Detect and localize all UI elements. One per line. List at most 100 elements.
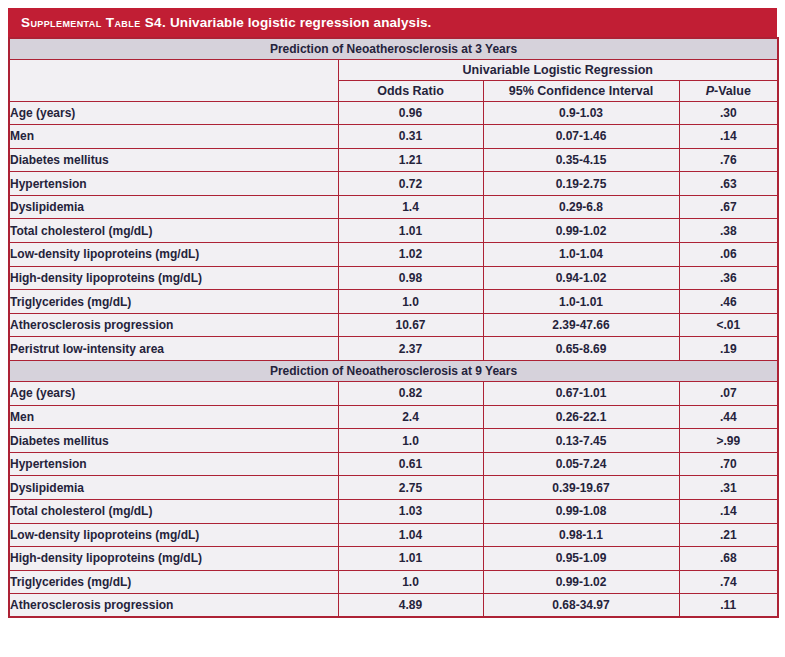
column-header-p-value: P-Value: [679, 80, 778, 101]
table-row: Hypertension0.720.19-2.75.63: [9, 172, 778, 196]
cell-label: Age (years): [9, 101, 338, 125]
cell-odds-ratio: 1.01: [338, 547, 483, 571]
cell-label: Triglycerides (mg/dL): [9, 570, 338, 594]
cell-ci: 1.0-1.01: [483, 290, 679, 314]
cell-ci: 0.65-8.69: [483, 337, 679, 361]
cell-odds-ratio: 1.01: [338, 219, 483, 243]
cell-p-value: .63: [679, 172, 778, 196]
cell-p-value: .70: [679, 452, 778, 476]
cell-ci: 0.35-4.15: [483, 148, 679, 172]
cell-p-value: .30: [679, 101, 778, 125]
column-header-confidence-interval: 95% Confidence Interval: [483, 80, 679, 101]
cell-odds-ratio: 0.82: [338, 382, 483, 406]
corner-cell: [9, 59, 338, 101]
cell-odds-ratio: 0.72: [338, 172, 483, 196]
table-row: Low-density lipoproteins (mg/dL)1.040.98…: [9, 523, 778, 547]
table-row: Age (years)0.820.67-1.01.07: [9, 382, 778, 406]
cell-odds-ratio: 1.0: [338, 570, 483, 594]
cell-p-value: .21: [679, 523, 778, 547]
cell-label: Atherosclerosis progression: [9, 594, 338, 618]
cell-label: Low-density lipoproteins (mg/dL): [9, 523, 338, 547]
cell-label: High-density lipoproteins (mg/dL): [9, 547, 338, 571]
cell-odds-ratio: 2.37: [338, 337, 483, 361]
cell-ci: 0.99-1.02: [483, 219, 679, 243]
cell-odds-ratio: 1.0: [338, 290, 483, 314]
cell-odds-ratio: 1.03: [338, 500, 483, 524]
table-row: Diabetes mellitus1.210.35-4.15.76: [9, 148, 778, 172]
cell-label: Dyslipidemia: [9, 195, 338, 219]
table-title-text: Univariable logistic regression analysis…: [166, 15, 431, 30]
table-row: Peristrut low-intensity area2.370.65-8.6…: [9, 337, 778, 361]
table-row: Dyslipidemia2.750.39-19.67.31: [9, 476, 778, 500]
cell-ci: 0.99-1.08: [483, 500, 679, 524]
cell-label: Men: [9, 405, 338, 429]
cell-odds-ratio: 0.96: [338, 101, 483, 125]
cell-odds-ratio: 1.0: [338, 429, 483, 453]
cell-label: Triglycerides (mg/dL): [9, 290, 338, 314]
cell-label: Diabetes mellitus: [9, 429, 338, 453]
table-row: Diabetes mellitus1.00.13-7.45>.99: [9, 429, 778, 453]
cell-odds-ratio: 1.21: [338, 148, 483, 172]
cell-p-value: .46: [679, 290, 778, 314]
table-row: Low-density lipoproteins (mg/dL)1.021.0-…: [9, 243, 778, 267]
cell-p-value: >.99: [679, 429, 778, 453]
page: Supplemental Table S4. Univariable logis…: [0, 0, 785, 657]
cell-ci: 0.07-1.46: [483, 125, 679, 149]
cell-p-value: .68: [679, 547, 778, 571]
cell-label: Hypertension: [9, 452, 338, 476]
cell-odds-ratio: 0.61: [338, 452, 483, 476]
table-row: Atherosclerosis progression4.890.68-34.9…: [9, 594, 778, 618]
section-2-heading-row: Prediction of Neoatherosclerosis at 9 Ye…: [9, 361, 778, 382]
cell-p-value: <.01: [679, 313, 778, 337]
cell-label: Peristrut low-intensity area: [9, 337, 338, 361]
cell-p-value: .19: [679, 337, 778, 361]
cell-p-value: .14: [679, 125, 778, 149]
cell-ci: 0.26-22.1: [483, 405, 679, 429]
section-2-rows: Age (years)0.820.67-1.01.07Men2.40.26-22…: [9, 382, 778, 618]
table-row: Atherosclerosis progression10.672.39-47.…: [9, 313, 778, 337]
cell-ci: 0.98-1.1: [483, 523, 679, 547]
cell-ci: 0.19-2.75: [483, 172, 679, 196]
cell-p-value: .06: [679, 243, 778, 267]
cell-label: Dyslipidemia: [9, 476, 338, 500]
section-1-header-group: Prediction of Neoatherosclerosis at 3 Ye…: [9, 38, 778, 101]
cell-ci: 0.39-19.67: [483, 476, 679, 500]
cell-p-value: .31: [679, 476, 778, 500]
cell-label: High-density lipoproteins (mg/dL): [9, 266, 338, 290]
cell-p-value: .44: [679, 405, 778, 429]
column-header-odds-ratio: Odds Ratio: [338, 80, 483, 101]
cell-ci: 2.39-47.66: [483, 313, 679, 337]
table-row: Triglycerides (mg/dL)1.00.99-1.02.74: [9, 570, 778, 594]
cell-odds-ratio: 1.4: [338, 195, 483, 219]
cell-ci: 0.13-7.45: [483, 429, 679, 453]
table-row: High-density lipoproteins (mg/dL)1.010.9…: [9, 547, 778, 571]
section-1-rows: Age (years)0.960.9-1.03.30Men0.310.07-1.…: [9, 101, 778, 361]
cell-p-value: .38: [679, 219, 778, 243]
cell-ci: 0.29-6.8: [483, 195, 679, 219]
cell-ci: 0.94-1.02: [483, 266, 679, 290]
table-row: Men0.310.07-1.46.14: [9, 125, 778, 149]
cell-label: Men: [9, 125, 338, 149]
cell-p-value: .36: [679, 266, 778, 290]
cell-ci: 1.0-1.04: [483, 243, 679, 267]
table-row: Total cholesterol (mg/dL)1.010.99-1.02.3…: [9, 219, 778, 243]
cell-p-value: .11: [679, 594, 778, 618]
cell-label: Diabetes mellitus: [9, 148, 338, 172]
cell-odds-ratio: 2.75: [338, 476, 483, 500]
cell-odds-ratio: 4.89: [338, 594, 483, 618]
section-heading: Prediction of Neoatherosclerosis at 9 Ye…: [9, 361, 778, 382]
cell-odds-ratio: 0.98: [338, 266, 483, 290]
table-row: High-density lipoproteins (mg/dL)0.980.9…: [9, 266, 778, 290]
cell-label: Total cholesterol (mg/dL): [9, 500, 338, 524]
table-row: Dyslipidemia1.40.29-6.8.67: [9, 195, 778, 219]
cell-ci: 0.99-1.02: [483, 570, 679, 594]
cell-odds-ratio: 10.67: [338, 313, 483, 337]
table-row: Total cholesterol (mg/dL)1.030.99-1.08.1…: [9, 500, 778, 524]
cell-odds-ratio: 1.04: [338, 523, 483, 547]
cell-ci: 0.05-7.24: [483, 452, 679, 476]
table-row: Men2.40.26-22.1.44: [9, 405, 778, 429]
table-row: Age (years)0.960.9-1.03.30: [9, 101, 778, 125]
cell-p-value: .76: [679, 148, 778, 172]
group-header: Univariable Logistic Regression: [338, 59, 778, 80]
cell-p-value: .67: [679, 195, 778, 219]
